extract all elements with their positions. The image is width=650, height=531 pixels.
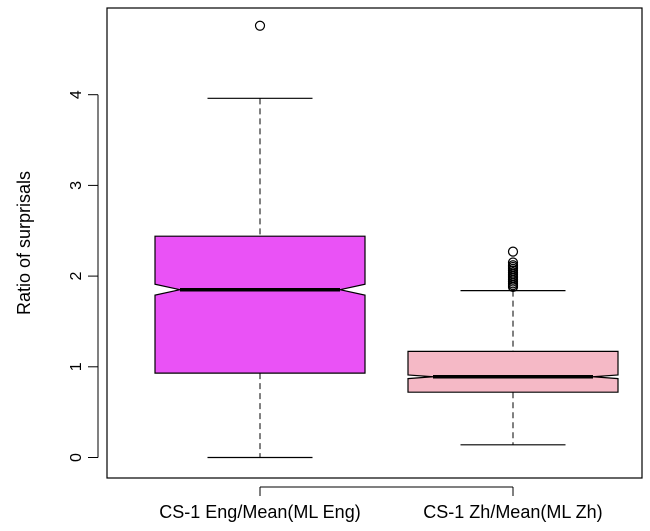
outlier-point: [507, 260, 519, 271]
notched-box: [154, 235, 366, 374]
outlier-point: [507, 257, 519, 268]
y-tick-label: 0: [68, 453, 85, 462]
x-tick-label: CS-1 Zh/Mean(ML Zh): [423, 502, 602, 522]
box-group: [154, 20, 366, 459]
notched-box: [407, 350, 619, 393]
outlier-point: [254, 20, 266, 31]
plot-frame: [106, 7, 643, 479]
x-axis: CS-1 Eng/Mean(ML Eng) CS-1 Zh/Mean(ML Zh): [159, 486, 603, 522]
y-axis: 0 1 2 3 4: [68, 90, 99, 462]
y-tick-label: 3: [68, 181, 85, 190]
outlier-point: [507, 246, 519, 257]
x-tick-label: CS-1 Eng/Mean(ML Eng): [159, 502, 360, 522]
boxes-layer: [154, 20, 619, 459]
box-group: [407, 246, 619, 446]
y-tick-label: 1: [68, 362, 85, 371]
y-tick-label: 2: [68, 272, 85, 281]
y-axis-label: Ratio of surprisals: [14, 171, 34, 315]
y-tick-label: 4: [68, 90, 85, 99]
